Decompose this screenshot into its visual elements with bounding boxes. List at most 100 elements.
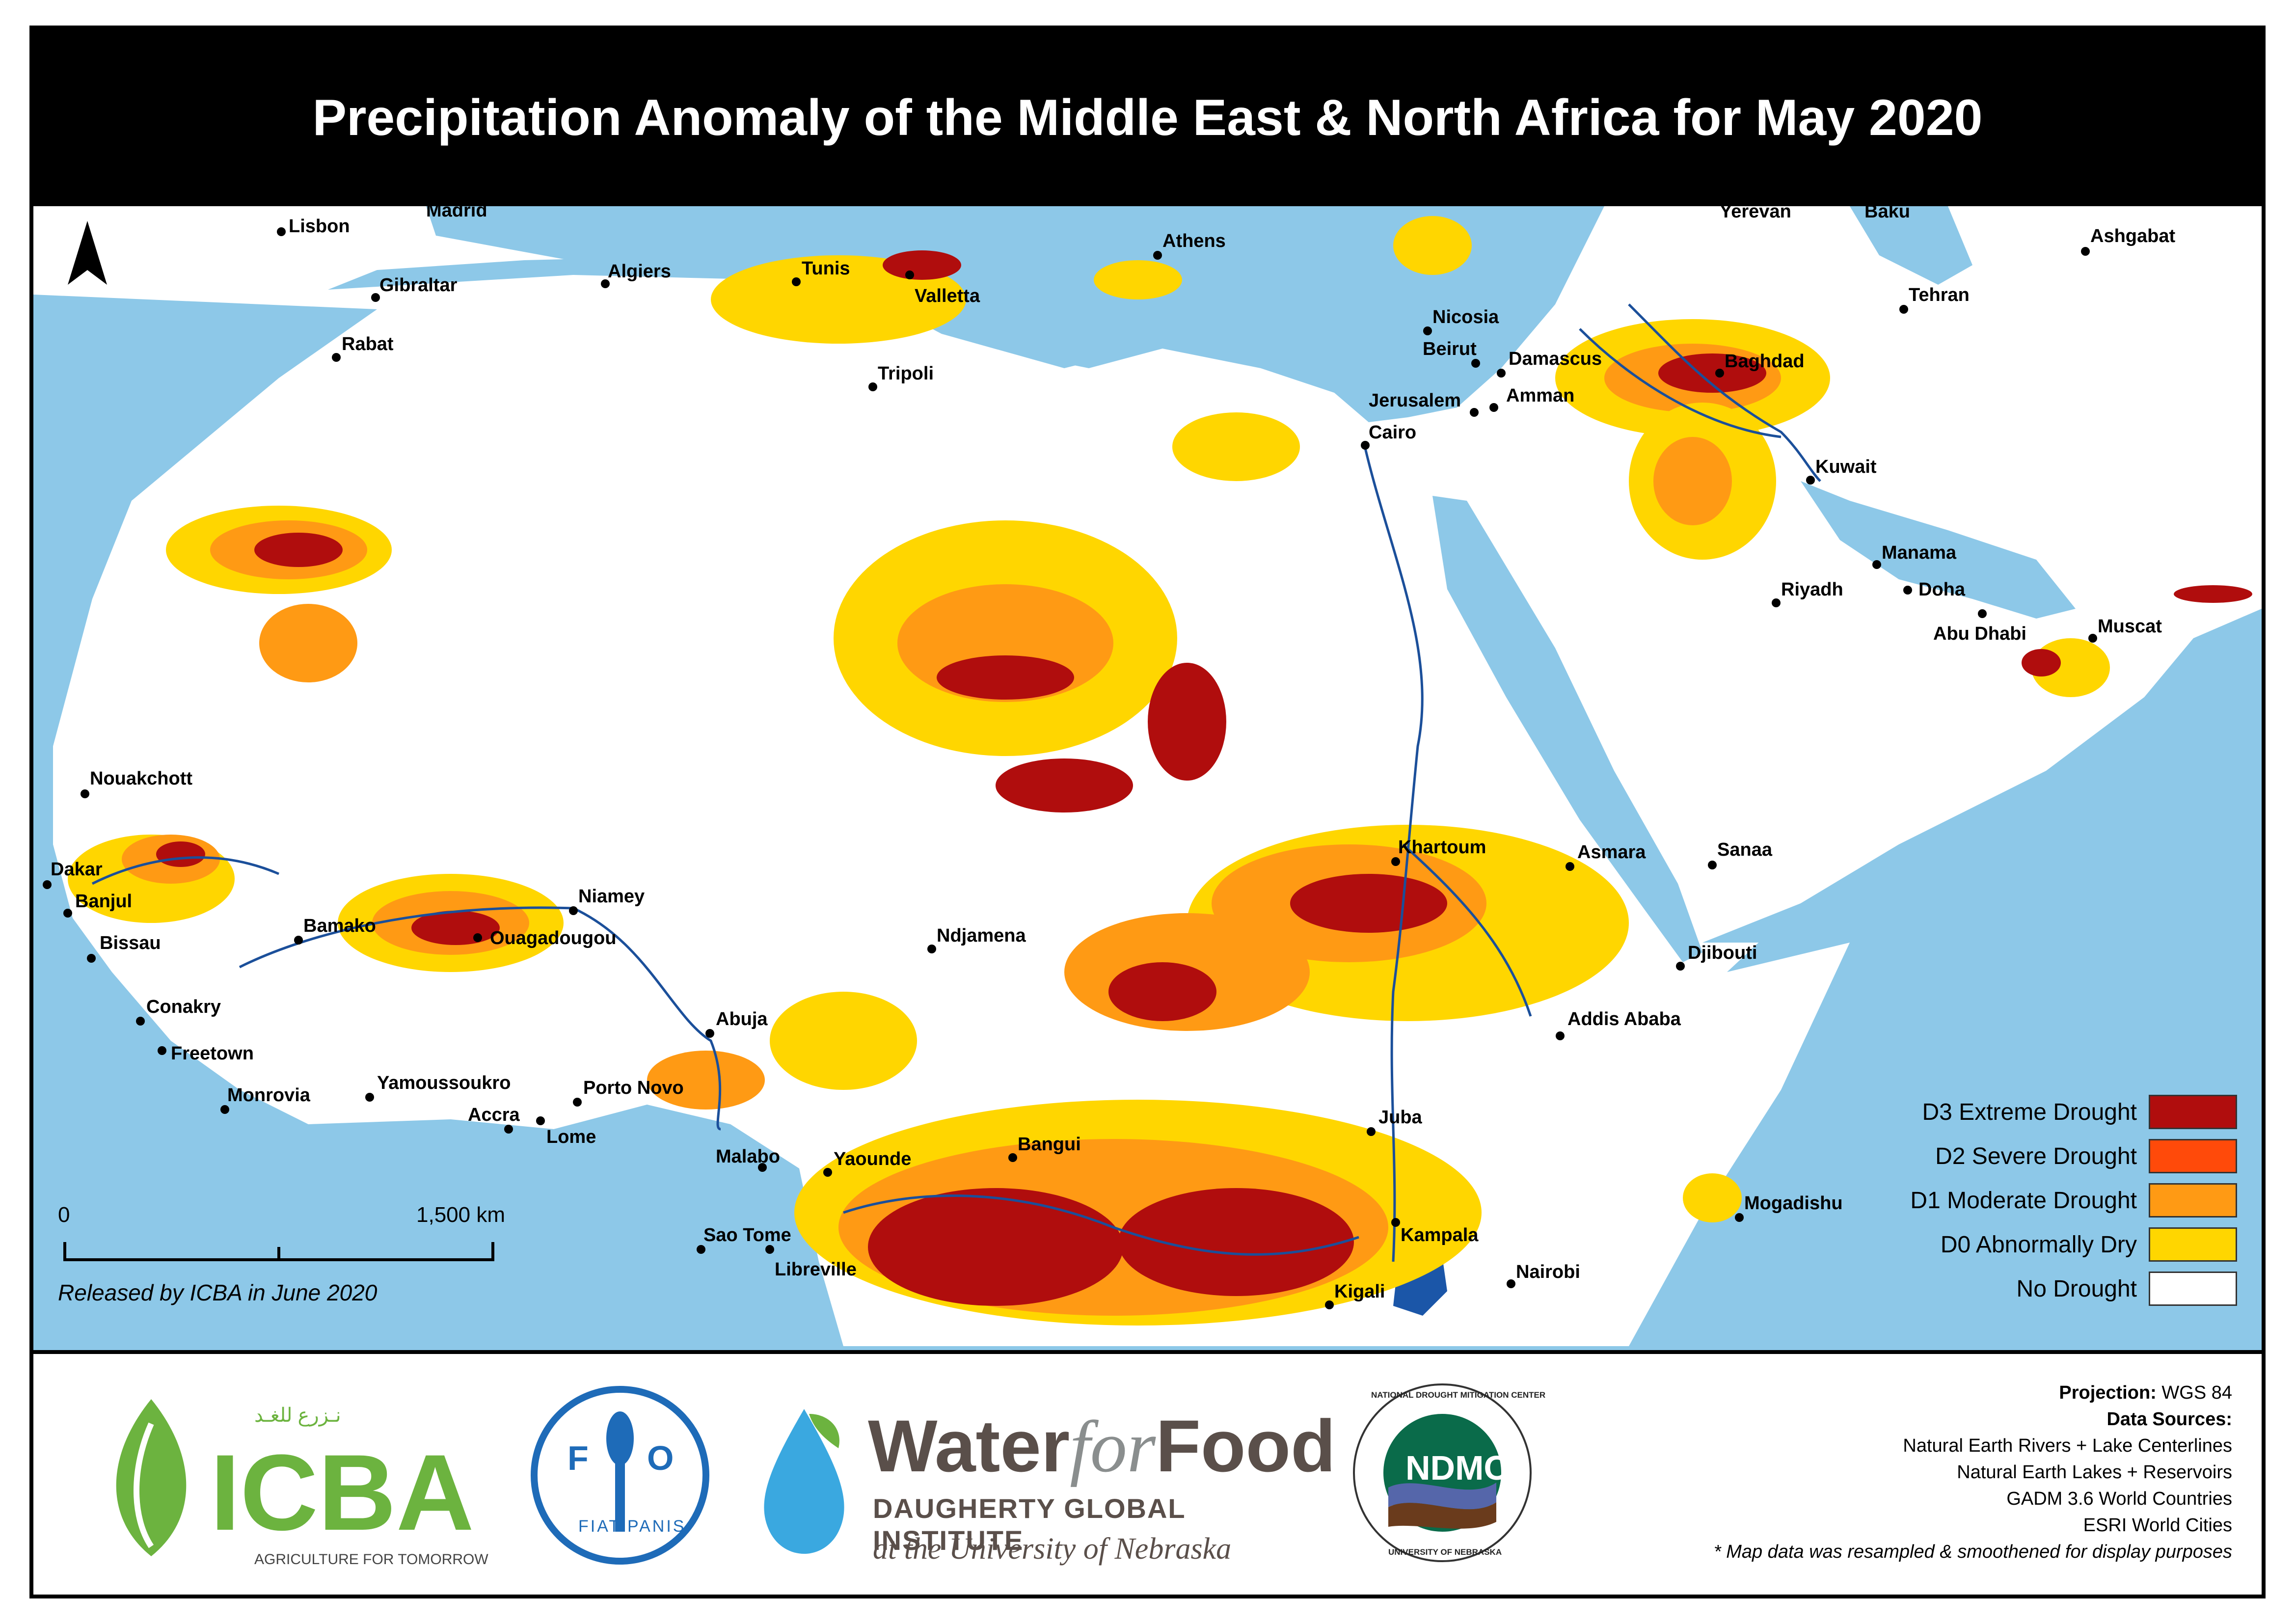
legend-label: D2 Severe Drought bbox=[1935, 1143, 2137, 1169]
city-label: Nouakchott bbox=[90, 768, 192, 789]
city-dot bbox=[1008, 1153, 1017, 1162]
city-label: Algiers bbox=[608, 261, 671, 282]
city-label: Bangui bbox=[1018, 1134, 1081, 1155]
city-dot bbox=[1423, 326, 1432, 335]
fao-letter-f: F bbox=[567, 1439, 589, 1477]
city-label: Niamey bbox=[578, 886, 645, 907]
city-label: Malabo bbox=[716, 1146, 780, 1167]
city-label: Doha bbox=[1918, 579, 1965, 600]
data-sources-block: Projection: WGS 84 Data Sources: Natural… bbox=[1714, 1380, 2232, 1565]
city-label: Libreville bbox=[775, 1259, 857, 1280]
drought-patch bbox=[937, 655, 1074, 700]
city-label: Yaounde bbox=[834, 1149, 912, 1169]
city-label: Banjul bbox=[75, 891, 133, 912]
city-dot bbox=[1153, 251, 1162, 260]
city-dot bbox=[158, 1046, 166, 1055]
city-label: Cairo bbox=[1369, 422, 1417, 443]
city-dot bbox=[705, 1029, 714, 1038]
city-label: Baghdad bbox=[1725, 351, 1805, 372]
drought-patch bbox=[1148, 663, 1226, 781]
water-drop-icon bbox=[764, 1409, 844, 1554]
city-label: Khartoum bbox=[1398, 837, 1486, 858]
city-dot bbox=[1903, 586, 1912, 595]
drought-patch bbox=[1172, 412, 1300, 481]
city-label: Kuwait bbox=[1815, 457, 1877, 477]
city-label: Tripoli bbox=[878, 363, 934, 384]
city-dot bbox=[1361, 441, 1370, 450]
city-label: Beirut bbox=[1423, 339, 1477, 359]
city-label: Freetown bbox=[171, 1043, 254, 1064]
scale-bar-graphic bbox=[63, 1242, 494, 1261]
legend-row-d2: D2 Severe Drought bbox=[1910, 1134, 2237, 1178]
city-dot bbox=[868, 382, 877, 391]
city-label: Bamako bbox=[303, 916, 376, 936]
drought-patch bbox=[2174, 585, 2252, 603]
city-dot bbox=[1772, 598, 1781, 607]
city-dot bbox=[1470, 408, 1479, 417]
city-dot bbox=[1391, 857, 1400, 866]
city-dot bbox=[927, 945, 936, 953]
city-dot bbox=[365, 1093, 374, 1102]
legend-label: D3 Extreme Drought bbox=[1922, 1099, 2137, 1125]
drought-patch bbox=[1653, 437, 1732, 525]
legend-row-none: No Drought bbox=[1910, 1267, 2237, 1311]
city-label: Abuja bbox=[716, 1009, 768, 1029]
fao-emblem-icon bbox=[531, 1386, 709, 1565]
drought-patch bbox=[868, 1188, 1123, 1306]
scale-end-label: 1,500 km bbox=[416, 1203, 505, 1227]
city-dot bbox=[1367, 1127, 1376, 1136]
city-label: Tehran bbox=[1909, 285, 1970, 305]
drought-patch bbox=[1094, 260, 1182, 299]
city-label: Nicosia bbox=[1432, 307, 1499, 327]
city-dot bbox=[2081, 247, 2090, 256]
drought-patch bbox=[2022, 649, 2061, 677]
legend-label: No Drought bbox=[2016, 1275, 2137, 1302]
city-dot bbox=[697, 1245, 705, 1254]
drought-patch bbox=[1683, 1173, 1742, 1222]
drought-patch bbox=[259, 604, 357, 682]
projection-label: Projection: bbox=[2059, 1382, 2157, 1403]
city-label: Tunis bbox=[802, 258, 850, 279]
city-dot bbox=[1735, 1213, 1744, 1222]
gulf-of-aden bbox=[1702, 697, 2262, 943]
city-label: Lome bbox=[546, 1127, 596, 1147]
city-label: Djibouti bbox=[1688, 943, 1757, 963]
city-label: Rabat bbox=[342, 334, 394, 354]
wff-wordmark: WaterforFood bbox=[868, 1409, 1336, 1484]
city-dot bbox=[332, 353, 341, 362]
city-dot bbox=[63, 909, 72, 918]
city-label: Lisbon bbox=[289, 216, 350, 237]
north-arrow-icon bbox=[68, 221, 107, 285]
city-dot bbox=[371, 293, 380, 302]
city-label: Kigali bbox=[1334, 1281, 1385, 1302]
city-label: Madrid bbox=[426, 206, 487, 221]
city-dot bbox=[823, 1168, 832, 1177]
legend-swatch-d3 bbox=[2149, 1095, 2237, 1129]
city-label: Accra bbox=[468, 1105, 520, 1125]
wff-university: at the University of Nebraska bbox=[873, 1532, 1232, 1566]
city-label: Riyadh bbox=[1781, 579, 1843, 600]
city-label: Jerusalem bbox=[1369, 390, 1461, 411]
city-dot bbox=[1708, 861, 1717, 869]
source-item: Natural Earth Lakes + Reservoirs bbox=[1957, 1462, 2232, 1483]
city-label: Yerevan bbox=[1720, 206, 1791, 222]
drought-patch bbox=[1118, 1188, 1354, 1296]
city-label: Athens bbox=[1162, 231, 1226, 251]
city-label: Bissau bbox=[100, 933, 161, 953]
legend-swatch-d2 bbox=[2149, 1139, 2237, 1173]
drought-patch bbox=[883, 250, 961, 280]
river-congo bbox=[843, 1194, 1359, 1256]
fao-letter-a: A bbox=[608, 1409, 633, 1448]
river-euphrates bbox=[1579, 328, 1782, 438]
city-dot bbox=[294, 936, 303, 945]
city-label: Mogadishu bbox=[1744, 1193, 1843, 1214]
city-dot bbox=[2088, 634, 2097, 643]
legend-label: D0 Abnormally Dry bbox=[1940, 1231, 2137, 1258]
city-dot bbox=[1899, 305, 1908, 314]
city-label: Monrovia bbox=[227, 1085, 310, 1106]
city-dot bbox=[1471, 359, 1480, 368]
ndmc-ring-top: NATIONAL DROUGHT MITIGATION CENTER bbox=[1371, 1390, 1546, 1400]
city-label: Damascus bbox=[1509, 349, 1602, 369]
city-dot bbox=[1806, 476, 1815, 485]
river-niger bbox=[239, 906, 722, 1131]
